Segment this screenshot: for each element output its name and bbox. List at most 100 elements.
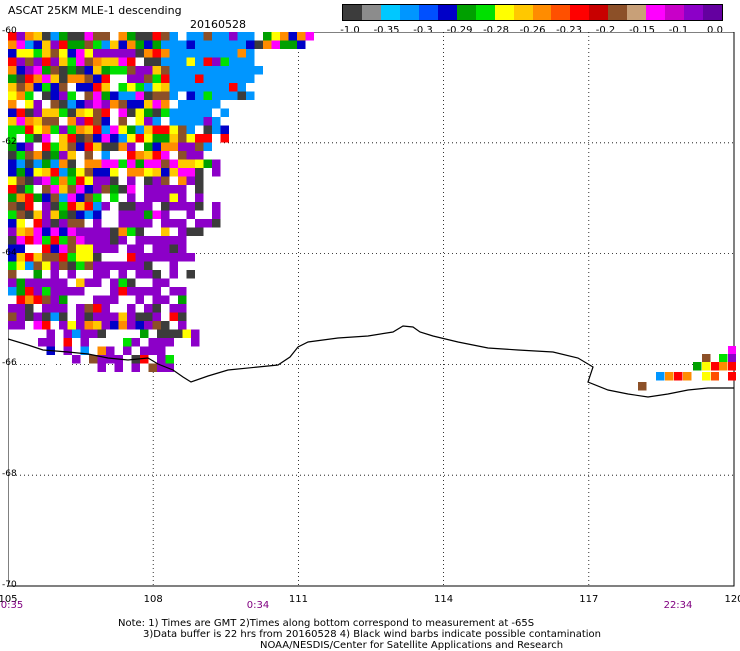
color-bar-label: -1.0 <box>340 25 360 36</box>
data-cell <box>16 261 25 270</box>
data-cell <box>186 40 195 49</box>
data-cell <box>84 321 93 330</box>
data-cell <box>42 261 51 270</box>
data-cell <box>101 304 110 313</box>
data-cell <box>50 117 59 126</box>
data-cell <box>42 134 51 143</box>
data-cell <box>67 83 76 92</box>
longitude-label: 108 <box>143 594 163 605</box>
data-cell <box>63 355 72 364</box>
data-cell <box>50 151 59 160</box>
data-cell <box>101 32 110 41</box>
data-cell <box>33 57 42 66</box>
data-cell <box>50 74 59 83</box>
data-cell <box>212 57 221 66</box>
data-cell <box>127 193 136 202</box>
data-cell <box>144 185 153 194</box>
color-bar-swatch <box>627 5 647 20</box>
data-cell <box>63 338 72 347</box>
data-cell <box>110 261 119 270</box>
longitude-label: 111 <box>288 594 308 605</box>
data-cell <box>144 100 153 109</box>
color-bar-label: -0.35 <box>373 25 400 36</box>
data-cell <box>178 244 187 253</box>
data-cell <box>110 40 119 49</box>
data-cell <box>101 219 110 228</box>
data-cell <box>131 363 140 372</box>
data-cell <box>135 253 144 262</box>
data-cell <box>50 125 59 134</box>
data-cell <box>711 362 720 371</box>
data-cell <box>33 261 42 270</box>
data-cell <box>212 32 221 41</box>
data-cell <box>33 66 42 75</box>
data-cell <box>33 287 42 296</box>
data-cell <box>50 253 59 262</box>
data-cell <box>161 210 170 219</box>
data-cell <box>50 202 59 211</box>
data-cell <box>76 304 85 313</box>
data-cell <box>118 142 127 151</box>
data-cell <box>186 151 195 160</box>
data-cell <box>25 168 34 177</box>
data-cell <box>157 329 166 338</box>
data-cell <box>110 185 119 194</box>
data-cell <box>165 329 174 338</box>
data-cell <box>144 219 153 228</box>
data-cell <box>33 202 42 211</box>
data-cell <box>33 270 42 279</box>
data-cell <box>93 253 102 262</box>
data-cell <box>169 40 178 49</box>
data-cell <box>144 74 153 83</box>
data-cell <box>288 40 297 49</box>
data-cell <box>8 321 17 330</box>
data-cell <box>135 151 144 160</box>
data-cell <box>229 40 238 49</box>
data-cell <box>25 151 34 160</box>
data-cell <box>212 142 221 151</box>
data-cell <box>127 304 136 313</box>
data-cell <box>76 202 85 211</box>
data-cell <box>152 193 161 202</box>
data-cell <box>144 142 153 151</box>
data-cell <box>33 227 42 236</box>
data-cell <box>195 210 204 219</box>
data-cell <box>212 159 221 168</box>
data-cell <box>8 142 17 151</box>
data-cell <box>33 236 42 245</box>
data-cell <box>84 74 93 83</box>
note-line-1: Note: 1) Times are GMT 2)Times along bot… <box>118 618 535 629</box>
data-cell <box>144 49 153 58</box>
data-cell <box>169 142 178 151</box>
data-cell <box>101 66 110 75</box>
data-cell <box>237 57 246 66</box>
data-cell <box>118 83 127 92</box>
data-cell <box>16 40 25 49</box>
note-line-2: 3)Data buffer is 22 hrs from 20160528 4)… <box>143 629 601 640</box>
data-cell <box>118 159 127 168</box>
data-cell <box>178 312 187 321</box>
data-cell <box>152 210 161 219</box>
data-cell <box>114 329 123 338</box>
data-cell <box>33 134 42 143</box>
data-cell <box>67 270 76 279</box>
data-cell <box>93 185 102 194</box>
data-cell <box>174 329 183 338</box>
data-cell <box>195 202 204 211</box>
data-cell <box>144 168 153 177</box>
data-cell <box>67 210 76 219</box>
data-cell <box>16 321 25 330</box>
data-cell <box>186 134 195 143</box>
data-cell <box>93 32 102 41</box>
data-cell <box>169 321 178 330</box>
data-cell <box>59 202 68 211</box>
data-cell <box>67 40 76 49</box>
data-cell <box>33 49 42 58</box>
data-cell <box>101 244 110 253</box>
data-cell <box>110 321 119 330</box>
data-cell <box>702 372 711 381</box>
data-cell <box>169 210 178 219</box>
data-cell <box>50 108 59 117</box>
data-cell <box>76 108 85 117</box>
data-cell <box>212 66 221 75</box>
